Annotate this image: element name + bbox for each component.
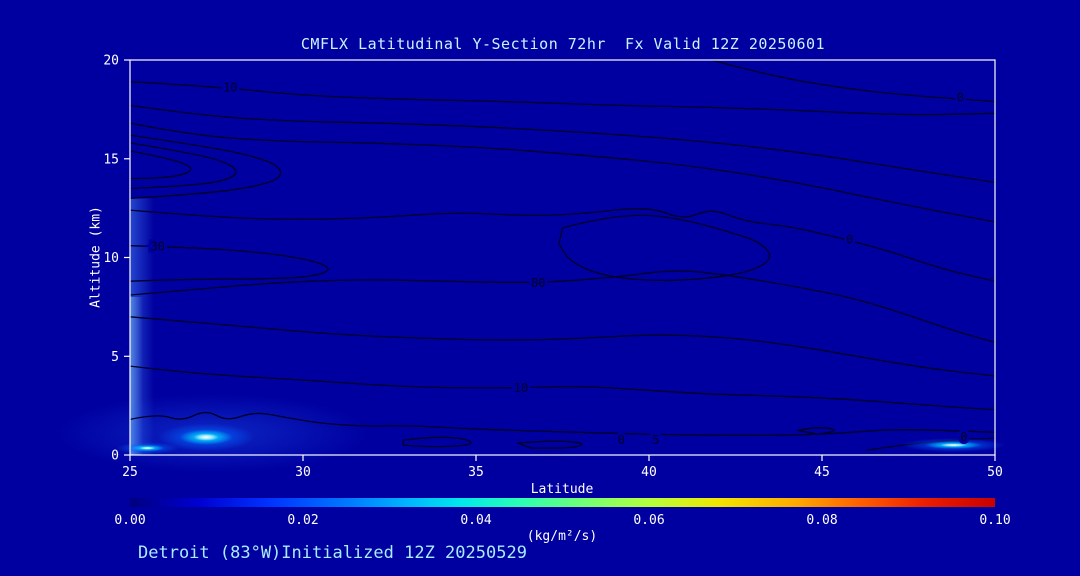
svg-text:10: 10	[223, 81, 237, 95]
svg-text:25: 25	[122, 465, 138, 480]
colorbar-tick-label: 0.10	[979, 513, 1011, 528]
colorbar-tick-label: 0.08	[806, 513, 838, 528]
svg-text:0: 0	[618, 433, 625, 447]
colorbar-units-label: (kg/m²/s)	[526, 529, 598, 544]
svg-text:50: 50	[987, 465, 1003, 480]
svg-text:0: 0	[960, 430, 967, 444]
svg-text:0: 0	[846, 233, 853, 247]
colorbar-tick-label: 0.04	[460, 513, 492, 528]
svg-text:45: 45	[814, 465, 830, 480]
svg-text:0: 0	[957, 91, 964, 105]
svg-text:5: 5	[652, 433, 659, 447]
svg-text:30: 30	[295, 465, 311, 480]
colorbar-tick-label: 0.02	[287, 513, 319, 528]
page-title: CMFLX Latitudinal Y-Section 72hr Fx Vali…	[300, 35, 826, 53]
y-axis-label: Altitude (km)	[88, 206, 104, 308]
svg-text:40: 40	[641, 465, 657, 480]
colorbar-tick-label: 0.06	[633, 513, 665, 528]
colorbar-tick-label: 0.00	[114, 513, 146, 528]
svg-text:0: 0	[111, 449, 119, 464]
colorbar-tick-labels: 0.00 0.02 0.04 0.06 0.08 0.10	[114, 513, 1010, 529]
colorbar	[130, 498, 995, 507]
svg-text:80: 80	[531, 276, 545, 290]
svg-text:15: 15	[103, 152, 119, 167]
svg-text:5: 5	[111, 350, 119, 365]
svg-text:20: 20	[103, 54, 119, 69]
svg-text:10: 10	[514, 381, 528, 395]
svg-text:35: 35	[468, 465, 484, 480]
init-info-label: Detroit (83°W)Initialized 12Z 20250529	[138, 543, 527, 563]
svg-text:10: 10	[103, 251, 119, 266]
x-axis-label: Latitude	[530, 482, 594, 497]
svg-text:30: 30	[150, 240, 164, 254]
